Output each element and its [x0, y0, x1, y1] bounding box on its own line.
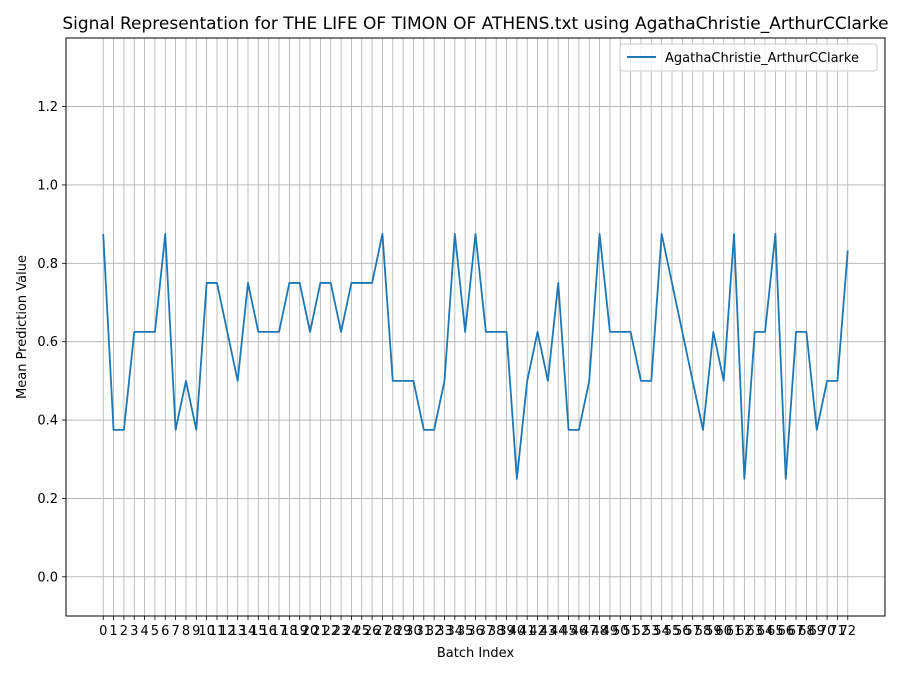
y-tick-label: 0.6 [37, 335, 58, 350]
x-tick-label: 57 [684, 624, 701, 639]
y-tick-label: 0.4 [37, 414, 58, 429]
x-tick-label: 63 [746, 624, 763, 639]
x-tick-label: 71 [829, 624, 846, 639]
x-tick-label: 18 [281, 624, 298, 639]
legend-label: AgathaChristie_ArthurCClarke [665, 51, 859, 66]
x-tick-label: 49 [602, 624, 619, 639]
x-tick-label: 66 [777, 624, 794, 639]
x-tick-label: 54 [653, 624, 670, 639]
x-tick-label: 34 [447, 624, 464, 639]
y-tick-label: 0.0 [37, 570, 58, 585]
x-tick-label: 48 [591, 624, 608, 639]
x-tick-label: 23 [333, 624, 350, 639]
x-tick-label: 24 [343, 624, 360, 639]
y-axis-ticks: 0.0 0.2 0.4 0.6 0.8 1.0 1.2 [37, 100, 66, 585]
x-tick-label: 9 [192, 624, 200, 639]
x-tick-label: 43 [540, 624, 557, 639]
x-tick-label: 35 [457, 624, 474, 639]
x-tick-label: 17 [271, 624, 288, 639]
x-tick-label: 50 [612, 624, 629, 639]
x-tick-label: 44 [550, 624, 567, 639]
x-tick-label: 65 [767, 624, 784, 639]
x-tick-label: 29 [395, 624, 412, 639]
x-tick-label: 67 [788, 624, 805, 639]
x-tick-label: 6 [161, 624, 169, 639]
x-tick-label: 38 [488, 624, 505, 639]
x-tick-label: 64 [757, 624, 774, 639]
x-tick-label: 7 [171, 624, 179, 639]
x-tick-label: 3 [130, 624, 138, 639]
x-tick-label: 56 [674, 624, 691, 639]
x-tick-label: 51 [622, 624, 639, 639]
x-tick-label: 45 [560, 624, 577, 639]
x-tick-label: 15 [250, 624, 267, 639]
x-tick-label: 14 [240, 624, 257, 639]
x-tick-label: 52 [633, 624, 650, 639]
x-tick-label: 36 [467, 624, 484, 639]
y-tick-label: 1.0 [37, 178, 58, 193]
grid-lines [66, 38, 885, 616]
x-tick-label: 28 [384, 624, 401, 639]
x-tick-label: 58 [695, 624, 712, 639]
x-tick-label: 2 [120, 624, 128, 639]
x-tick-label: 0 [99, 624, 107, 639]
x-tick-label: 40 [509, 624, 526, 639]
x-tick-label: 30 [405, 624, 422, 639]
series-layer [102, 233, 849, 480]
legend-box [619, 43, 878, 72]
x-tick-label: 25 [353, 624, 370, 639]
x-tick-label: 47 [581, 624, 598, 639]
x-tick-label: 12 [219, 624, 236, 639]
x-tick-label: 55 [664, 624, 681, 639]
y-tick-label: 1.2 [37, 100, 58, 115]
x-tick-label: 41 [519, 624, 536, 639]
x-tick-label: 53 [643, 624, 660, 639]
x-tick-label: 32 [426, 624, 443, 639]
x-tick-label: 1 [109, 624, 117, 639]
x-tick-label: 68 [798, 624, 815, 639]
y-tick-label: 0.2 [37, 492, 58, 507]
x-tick-label: 46 [571, 624, 588, 639]
x-tick-label: 5 [151, 624, 159, 639]
x-axis-ticks: 0 1 2 3 4 5 6 7 8 9101112131415161718192021222324… [99, 616, 856, 639]
x-tick-label: 21 [312, 624, 329, 639]
x-tick-label: 19 [291, 624, 308, 639]
x-tick-label: 27 [374, 624, 391, 639]
x-tick-label: 13 [229, 624, 246, 639]
x-tick-label: 11 [209, 624, 226, 639]
x-axis-label: Batch Index [437, 646, 515, 661]
x-tick-label: 4 [140, 624, 148, 639]
x-tick-label: 33 [436, 624, 453, 639]
x-tick-label: 39 [498, 624, 515, 639]
x-tick-label: 20 [302, 624, 319, 639]
x-tick-label: 70 [819, 624, 836, 639]
x-tick-label: 60 [715, 624, 732, 639]
x-tick-label: 31 [416, 624, 433, 639]
x-tick-label: 26 [364, 624, 381, 639]
x-tick-label: 59 [705, 624, 722, 639]
legend: AgathaChristie_ArthurCClarke [619, 43, 878, 72]
x-tick-label: 61 [726, 624, 743, 639]
x-tick-label: 69 [808, 624, 825, 639]
x-tick-label: 10 [198, 624, 215, 639]
x-tick-label: 22 [322, 624, 339, 639]
x-tick-label: 16 [260, 624, 277, 639]
x-tick-label: 62 [736, 624, 753, 639]
y-tick-label: 0.8 [37, 257, 58, 272]
x-tick-label: 37 [478, 624, 495, 639]
y-axis-label: Mean Prediction Value [15, 255, 30, 399]
x-tick-label: 42 [529, 624, 546, 639]
x-tick-label: 8 [182, 624, 190, 639]
x-tick-label: 72 [839, 624, 856, 639]
chart-title: Signal Representation for THE LIFE OF TI… [62, 14, 888, 34]
